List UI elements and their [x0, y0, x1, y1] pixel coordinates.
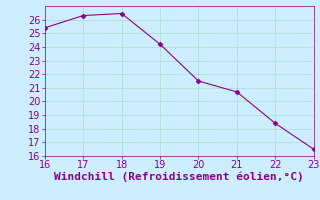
X-axis label: Windchill (Refroidissement éolien,°C): Windchill (Refroidissement éolien,°C): [54, 172, 304, 182]
